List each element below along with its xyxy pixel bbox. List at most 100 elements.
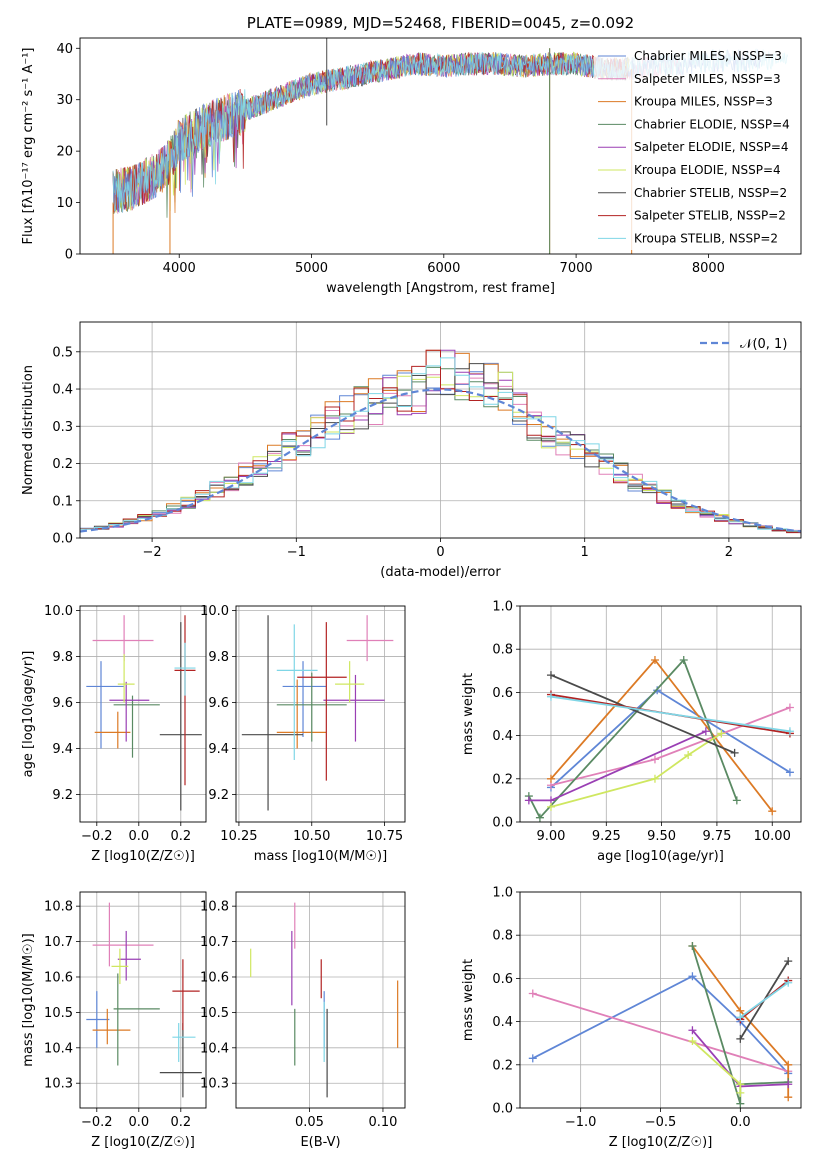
x-axis-label: Z [log10(Z/Z☉)] [609,1135,713,1150]
weight-marker [650,656,659,664]
errorbar-point [335,661,365,703]
errorbar-point [94,711,131,749]
y-tick-label: 10.6 [44,970,73,985]
x-axis-label: wavelength [Angstrom, rest frame] [326,281,555,296]
weight-marker [784,1060,793,1069]
y-tick-label: 0.2 [492,1058,513,1073]
weight-marker [785,703,794,712]
y-tick-label: 10.8 [200,900,229,915]
weight-marker [736,1034,745,1043]
axes-frame [79,321,802,539]
weight-marker [736,1099,745,1108]
x-tick-label: −2 [143,545,162,560]
x-axis-label: mass [log10(M/M☉)] [254,849,387,864]
weight-line [739,981,789,1019]
y-tick-label: 9.6 [52,696,73,711]
x-tick-label: 9.50 [647,829,676,844]
weight-series [546,692,794,736]
y-tick-label: 10.0 [200,604,229,619]
weight-series [546,671,739,757]
legend-label: Kroupa ELODIE, NSSP=4 [634,163,781,177]
errorbar-point [174,642,196,696]
x-axis-label: Z [log10(Z/Z☉)] [91,849,195,864]
x-axis-label: (data-model)/error [380,565,501,580]
x-tick-label: −1.0 [565,1115,597,1130]
weight-marker [524,796,533,805]
errorbar-point [92,1008,131,1045]
normal-curve [80,388,801,533]
y-tick-label: 10.7 [44,935,73,950]
weight-marker [688,1037,697,1046]
y-tick-label: 10.5 [44,1006,73,1021]
weight-marker [784,978,793,987]
y-tick-label: 10.0 [44,604,73,619]
weight-marker [784,957,793,966]
y-tick-label: 10.8 [44,900,73,915]
y-tick-label: 0.0 [492,1102,513,1117]
y-tick-label: 9.4 [52,742,73,757]
weight-marker [785,768,794,777]
y-tick-label: 0.3 [52,420,73,435]
weight-marker [784,1080,793,1089]
errorbar-point [297,622,347,781]
y-tick-label: 9.2 [208,788,229,803]
weight-marker [732,796,741,805]
weight-marker [688,972,697,981]
errorbar-point [323,674,385,742]
legend-label: Kroupa MILES, NSSP=3 [634,95,773,109]
errorbar-point [92,902,154,967]
x-tick-label: 9.25 [592,829,621,844]
errorbar-point [174,615,196,786]
axes-4: 9.00 9.25 9.50 9.75 10.00 0.0 0.2 0.4 0.6 0.8 1.0 a… [461,600,802,864]
y-axis-label: mass weight [461,959,476,1041]
axes-3: 10.25 10.50 10.75 9.2 9.4 9.6 9.8 10.0 mass [log… [200,604,406,864]
errorbar-point [86,661,125,749]
axes-7: −1.0 −0.5 0.0 0.0 0.2 0.4 0.6 0.8 1.0 Z [log10(Z/… [461,886,802,1150]
x-tick-label: 0.2 [170,1115,191,1130]
errorbar-point [282,661,327,737]
weight-line [528,730,707,802]
y-tick-label: 9.8 [52,650,73,665]
x-tick-label: 1 [581,545,589,560]
errorbar-point [113,973,160,1066]
x-tick-label: −0.2 [81,829,113,844]
legend-label: 𝒩(0, 1) [740,337,787,352]
weight-marker [650,755,659,764]
axes-frame [235,891,406,1109]
weight-line [528,658,738,820]
y-tick-label: 10.3 [200,1077,229,1092]
x-tick-label: 0.2 [170,829,191,844]
weight-series [688,1037,745,1097]
weight-line [550,695,791,733]
weight-marker [528,1054,537,1063]
errorbar-point [346,615,394,662]
axes-5: −0.2 0.0 0.2 10.3 10.4 10.5 10.6 10.7 10.8 Z [log… [21,891,207,1150]
y-tick-label: 0.2 [52,457,73,472]
errorbar-point [111,948,129,985]
errorbar-point [117,654,135,703]
errorbar-point [276,624,318,760]
weight-marker [784,1093,793,1102]
weight-marker [736,1088,745,1097]
errorbar-point [117,930,141,981]
x-tick-label: 10.00 [754,829,791,844]
axes-frame [79,891,207,1109]
y-tick-label: 30 [56,93,73,108]
y-tick-label: 0.1 [52,494,73,509]
legend-box [594,42,797,250]
weight-series [736,978,793,1022]
weight-marker [679,656,688,664]
y-tick-label: 9.2 [52,788,73,803]
y-tick-label: 0 [65,248,73,263]
x-tick-label: 0.05 [295,1115,324,1130]
x-tick-label: 0.0 [128,1115,149,1130]
weight-marker [717,729,726,738]
spectrum-lines [112,38,789,254]
axes-6: 0.05 0.10 10.3 10.4 10.5 10.6 10.7 10.8 E(B-V) [200,891,406,1150]
errorbar-point [159,622,202,811]
legend-label: Chabrier MILES, NSSP=3 [634,49,782,63]
y-tick-label: 1.0 [492,600,513,615]
errorbar-point [172,959,200,1031]
errorbar-point [92,615,154,662]
